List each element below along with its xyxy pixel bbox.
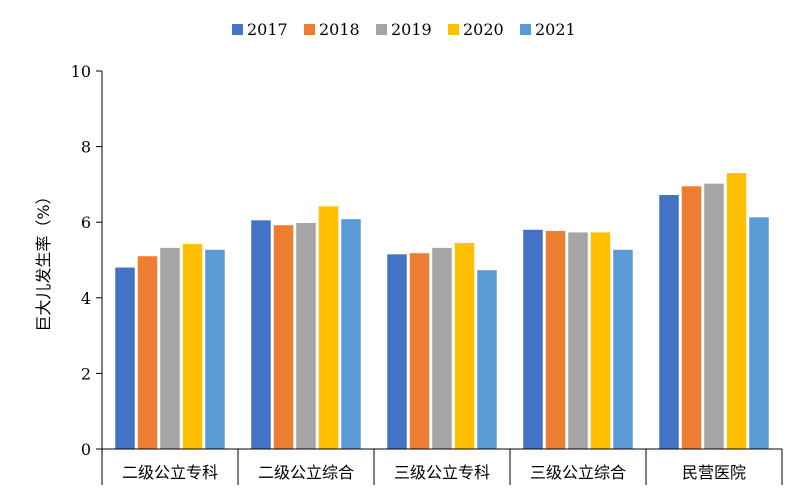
- legend-label: 2021: [535, 20, 576, 39]
- bar-2019-1: [296, 222, 316, 449]
- x-category-label: 三级公立专科: [394, 463, 490, 482]
- y-tick-label: 8: [81, 138, 91, 157]
- legend-swatch-2019: [376, 24, 387, 35]
- bar-2017-3: [523, 229, 543, 449]
- legend-label: 2020: [463, 20, 504, 39]
- bars: [115, 173, 769, 450]
- bar-2018-3: [545, 230, 566, 449]
- bar-2019-0: [160, 247, 180, 449]
- bar-2018-2: [409, 253, 430, 449]
- bar-2021-0: [205, 249, 225, 449]
- y-tick-label: 10: [71, 62, 91, 81]
- bar-2021-4: [749, 217, 769, 449]
- bar-2019-4: [704, 183, 724, 450]
- bar-2018-4: [681, 186, 702, 450]
- bar-2017-4: [659, 194, 679, 449]
- legend-swatch-2020: [448, 24, 459, 35]
- x-axis-ticks: 二级公立专科 二级公立综合 三级公立专科 三级公立综合 民营医院: [101, 449, 783, 485]
- bar-2017-1: [251, 220, 271, 449]
- x-category-label: 二级公立专科: [122, 463, 218, 482]
- legend-swatch-2017: [232, 24, 243, 35]
- y-tick-label: 4: [81, 289, 91, 308]
- x-category-label: 民营医院: [682, 463, 746, 482]
- y-axis-title: 巨大儿发生率（%）: [34, 188, 53, 331]
- bar-2020-1: [318, 206, 339, 449]
- legend-label: 2018: [319, 20, 360, 39]
- bar-2018-1: [273, 225, 294, 449]
- bar-2021-1: [341, 219, 361, 449]
- x-category-label: 二级公立综合: [258, 463, 354, 482]
- x-category-label: 三级公立综合: [530, 463, 626, 482]
- bar-2018-0: [137, 256, 158, 449]
- y-tick-label: 6: [81, 213, 91, 232]
- legend-swatch-2021: [520, 24, 531, 35]
- y-axis-ticks: 0 2 4 6 8 10: [71, 62, 102, 459]
- bar-2017-0: [115, 267, 135, 449]
- bar-2020-0: [182, 244, 203, 449]
- bar-2019-3: [568, 232, 588, 449]
- legend-label: 2017: [247, 20, 288, 39]
- y-tick-label: 0: [81, 440, 91, 459]
- legend-swatch-2018: [304, 24, 315, 35]
- axes: [101, 71, 782, 450]
- legend-label: 2019: [391, 20, 432, 39]
- y-tick-label: 2: [81, 364, 91, 383]
- bar-2020-2: [454, 242, 475, 449]
- legend: 2017 2018 2019 2020 2021: [232, 20, 576, 39]
- bar-2020-3: [590, 232, 611, 449]
- bar-2021-2: [477, 270, 497, 449]
- bar-2017-2: [387, 254, 407, 449]
- bar-2019-2: [432, 247, 452, 449]
- bar-2021-3: [613, 249, 633, 449]
- bar-2020-4: [726, 173, 747, 449]
